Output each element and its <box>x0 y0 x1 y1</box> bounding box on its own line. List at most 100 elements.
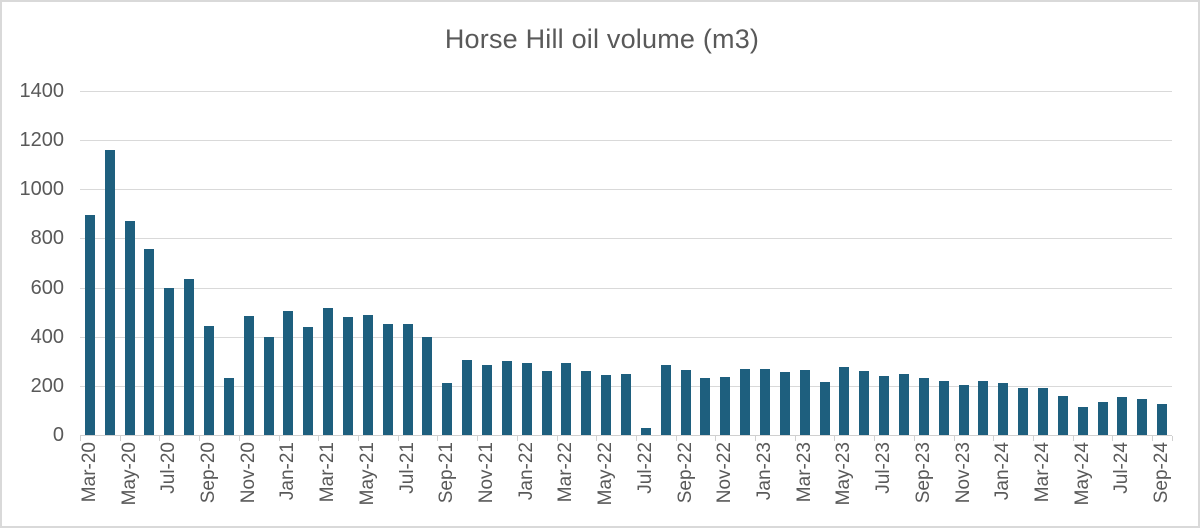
x-axis-tick <box>794 436 796 441</box>
x-axis-tick <box>278 436 280 441</box>
bar <box>243 316 254 435</box>
bar <box>819 382 830 435</box>
bar <box>223 378 234 435</box>
x-axis-label: Jan-22 <box>515 442 537 501</box>
x-axis-tick <box>755 436 757 441</box>
bar <box>958 385 969 435</box>
bar <box>362 315 373 435</box>
bar <box>521 363 532 435</box>
y-axis-label: 200 <box>30 374 64 397</box>
x-axis-label: May-24 <box>1071 442 1093 506</box>
x-axis-tick <box>437 436 439 441</box>
bar <box>879 376 890 435</box>
x-axis-label: Sep-24 <box>1151 442 1173 504</box>
gridline <box>80 287 1172 289</box>
bar <box>442 383 453 435</box>
bar <box>84 215 95 435</box>
x-axis-tick <box>357 436 359 441</box>
x-axis-label: Jul-22 <box>634 442 656 494</box>
x-axis-label: Mar-20 <box>78 442 100 503</box>
x-axis-tick <box>199 436 201 441</box>
bar <box>1057 396 1068 435</box>
x-axis-tick <box>1112 436 1114 441</box>
bar <box>759 369 770 435</box>
x-axis-label: Sep-20 <box>198 442 220 504</box>
bar <box>164 288 175 435</box>
bar <box>541 371 552 435</box>
x-axis-tick <box>119 436 121 441</box>
x-axis-tick <box>556 436 558 441</box>
bar <box>938 381 949 435</box>
x-axis-tick <box>834 436 836 441</box>
x-axis-tick <box>80 436 81 441</box>
bar <box>779 372 790 435</box>
x-axis-label: Jan-24 <box>992 442 1014 501</box>
bar <box>1137 399 1148 435</box>
bar <box>581 371 592 435</box>
x-axis-label: May-20 <box>118 442 140 506</box>
bar <box>621 374 631 435</box>
bar <box>839 367 850 435</box>
x-axis-tick <box>238 436 240 441</box>
bar <box>978 381 989 435</box>
x-axis-tick <box>1152 436 1154 441</box>
x-axis-tick <box>477 436 479 441</box>
gridline <box>80 91 1172 92</box>
x-axis-tick <box>953 436 955 441</box>
x-axis-label: Jan-21 <box>277 442 299 501</box>
bar <box>660 365 671 435</box>
x-axis-tick <box>715 436 717 441</box>
bar <box>462 360 473 435</box>
gridline <box>80 238 1172 240</box>
bar <box>1117 397 1128 435</box>
x-axis-label: Jul-24 <box>1111 442 1133 494</box>
bar <box>184 279 195 435</box>
bar <box>740 369 751 435</box>
x-axis-label: Jul-20 <box>158 442 180 494</box>
y-axis-label: 0 <box>52 424 64 446</box>
x-axis-label: Nov-21 <box>476 442 498 504</box>
x-axis-label: Nov-22 <box>714 442 736 504</box>
bar <box>482 365 493 435</box>
x-axis-label: Nov-20 <box>237 442 259 504</box>
y-axis-label: 600 <box>30 276 64 299</box>
bar <box>918 378 929 435</box>
x-axis-tick <box>1172 436 1173 441</box>
bar <box>898 374 909 435</box>
bar <box>382 324 393 435</box>
bar <box>402 324 413 435</box>
bar <box>799 370 810 435</box>
bar <box>501 361 512 435</box>
bar <box>204 326 215 435</box>
x-axis-line <box>80 435 1172 436</box>
bar <box>601 375 612 435</box>
bar <box>1037 388 1048 435</box>
bar <box>1077 407 1088 435</box>
bar <box>422 337 433 435</box>
bar <box>720 377 731 435</box>
x-axis-tick <box>596 436 598 441</box>
bar <box>283 311 294 435</box>
x-axis-label: Jan-23 <box>753 442 775 501</box>
y-axis-label: 1200 <box>19 129 65 152</box>
bar <box>343 317 354 435</box>
bar <box>998 383 1009 435</box>
x-axis-label: Sep-22 <box>674 442 696 504</box>
bar <box>1097 402 1108 435</box>
x-axis-label: Nov-23 <box>952 442 974 504</box>
x-axis-tick <box>874 436 876 441</box>
bar <box>144 249 155 435</box>
x-axis-tick <box>675 436 677 441</box>
x-axis-label: May-21 <box>356 442 378 506</box>
bar <box>1018 388 1029 435</box>
bar <box>1157 404 1168 435</box>
x-axis-label: Mar-22 <box>555 442 577 503</box>
x-axis-tick <box>318 436 320 441</box>
x-axis-tick <box>1033 436 1035 441</box>
bar <box>680 370 691 435</box>
x-axis-label: May-22 <box>595 442 617 506</box>
bar <box>700 378 711 435</box>
x-axis-tick <box>913 436 915 441</box>
x-axis-tick <box>1072 436 1074 441</box>
